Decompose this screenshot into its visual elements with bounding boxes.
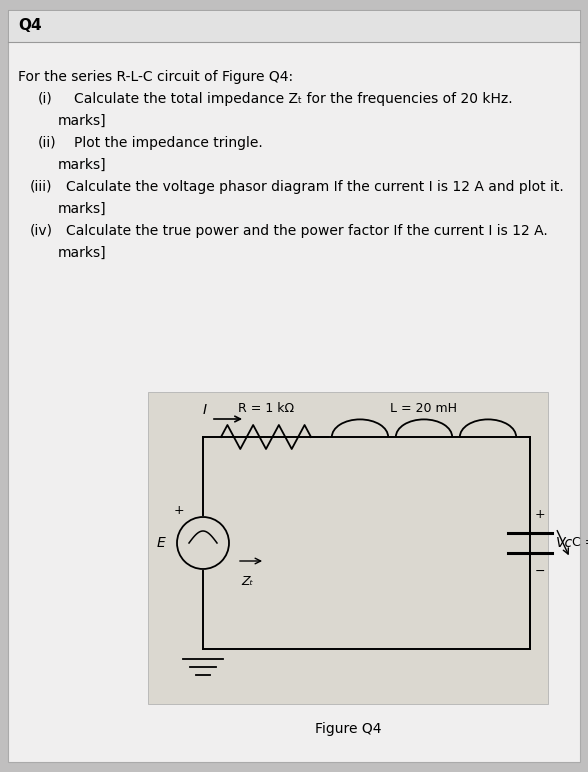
Text: C = 8 nF: C = 8 nF — [572, 537, 588, 550]
Text: (ii): (ii) — [38, 136, 56, 150]
Bar — [8, 10, 580, 42]
Text: (i): (i) — [38, 92, 53, 106]
Text: For the series R-L-C circuit of Figure Q4:: For the series R-L-C circuit of Figure Q… — [18, 70, 293, 84]
Text: Q4: Q4 — [18, 19, 42, 33]
Text: marks]: marks] — [58, 246, 106, 260]
Text: (iv): (iv) — [30, 224, 53, 238]
Text: Calculate the true power and the power factor If the current I is 12 A.: Calculate the true power and the power f… — [66, 224, 548, 238]
Bar — [148, 392, 548, 704]
Text: Zₜ: Zₜ — [241, 575, 253, 588]
Text: E: E — [156, 536, 165, 550]
Text: Vᴄ: Vᴄ — [556, 536, 573, 550]
Text: L = 20 mH: L = 20 mH — [390, 402, 457, 415]
Text: (iii): (iii) — [30, 180, 52, 194]
Text: marks]: marks] — [58, 202, 106, 216]
Text: R = 1 kΩ: R = 1 kΩ — [238, 402, 294, 415]
Text: Calculate the total impedance Zₜ for the frequencies of 20 kHz.: Calculate the total impedance Zₜ for the… — [74, 92, 513, 106]
Text: Figure Q4: Figure Q4 — [315, 722, 381, 736]
Text: Plot the impedance tringle.: Plot the impedance tringle. — [74, 136, 263, 150]
Text: +: + — [534, 509, 545, 522]
Text: Calculate the voltage phasor diagram If the current I is 12 A and plot it.: Calculate the voltage phasor diagram If … — [66, 180, 564, 194]
Text: I: I — [203, 403, 207, 417]
Text: +: + — [173, 504, 184, 517]
Text: −: − — [534, 564, 545, 577]
Text: marks]: marks] — [58, 114, 106, 128]
Text: marks]: marks] — [58, 158, 106, 172]
